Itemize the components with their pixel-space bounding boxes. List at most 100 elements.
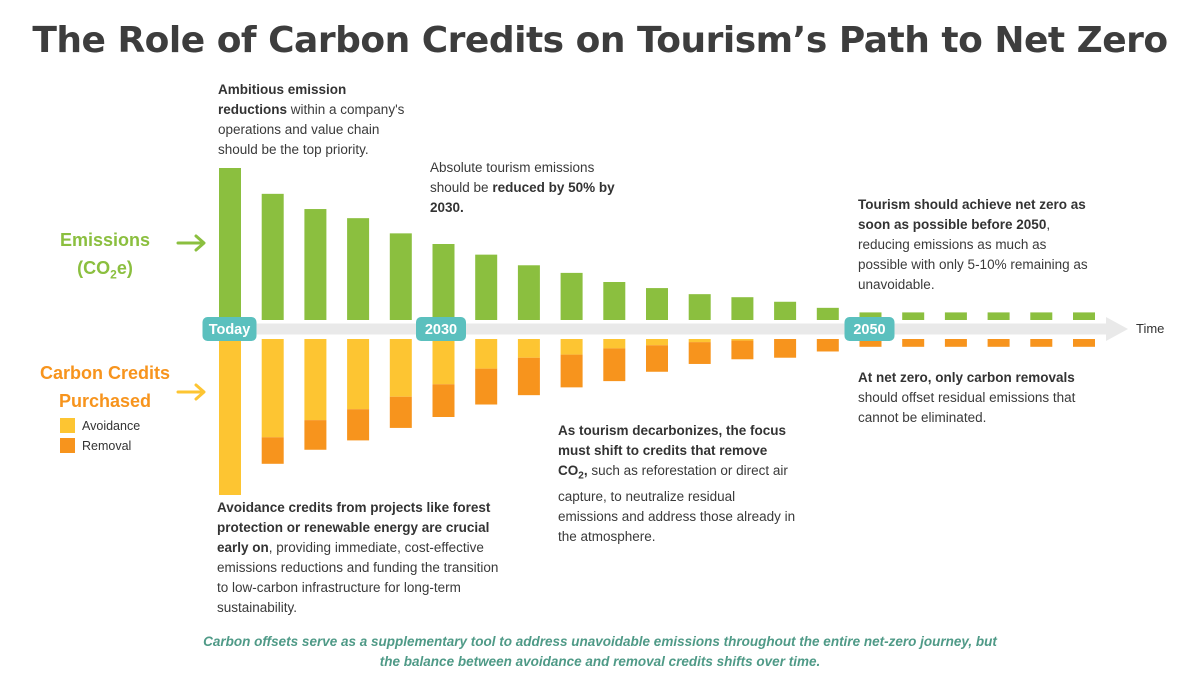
avoidance-bar: [731, 339, 754, 341]
removal-bar: [517, 357, 540, 396]
legend-removal-swatch: [60, 438, 75, 453]
emissions-bar: [219, 168, 241, 320]
emissions-bar: [560, 272, 583, 320]
timeline-2030-text: 2030: [425, 322, 457, 338]
emissions-bar: [304, 209, 327, 320]
timeline-arrowhead: [1106, 317, 1128, 341]
removal-bar: [432, 384, 455, 417]
removal-bar: [603, 348, 626, 382]
emissions-bar: [603, 282, 626, 320]
note-removal-bold: As tourism decarbonizes, the focus must …: [558, 423, 787, 478]
removal-bar: [1073, 339, 1095, 347]
emissions-bar: [688, 294, 711, 320]
avoidance-bar: [219, 339, 241, 495]
emissions-bar: [774, 301, 797, 320]
note-2030: Absolute tourism emissions should be red…: [430, 158, 615, 218]
timeline-2050-pill: [844, 317, 895, 341]
note-2050-text: , reducing emissions as much as possible…: [858, 217, 1088, 292]
emissions-bar: [1030, 312, 1053, 320]
emissions-bar: [432, 244, 455, 320]
removal-bar: [902, 339, 925, 347]
legend-avoidance: Avoidance: [60, 418, 140, 433]
removal-bar: [475, 368, 498, 405]
emissions-bar: [389, 233, 412, 320]
credits-label: Carbon Credits Purchased: [22, 359, 188, 415]
page-title: The Role of Carbon Credits on Tourism’s …: [32, 20, 1168, 61]
avoidance-bar: [646, 339, 668, 346]
removal-bar: [304, 420, 327, 450]
emissions-label: Emissions (CO2e): [40, 226, 170, 289]
note-2050-bold: Tourism should achieve net zero as soon …: [858, 197, 1086, 232]
avoidance-bar: [517, 339, 540, 358]
note-avoidance-bold: Avoidance credits from projects like for…: [217, 500, 491, 555]
note-priority: Ambitious emission reductions within a c…: [218, 80, 418, 160]
legend-removal: Removal: [60, 438, 131, 453]
avoidance-bar: [560, 339, 583, 355]
note-2050: Tourism should achieve net zero as soon …: [858, 195, 1098, 295]
emissions-bar: [731, 297, 754, 320]
note-priority-bold: Ambitious emission reductions: [218, 82, 347, 117]
note-net-zero-text: should offset residual emissions that ca…: [858, 390, 1076, 425]
avoidance-bar: [347, 339, 370, 410]
time-axis-label: Time: [1136, 321, 1165, 336]
timeline-today-pill: [202, 317, 257, 341]
avoidance-bar: [603, 339, 626, 349]
note-2030-bold: reduced by 50% by 2030.: [430, 180, 615, 215]
removal-bar: [731, 340, 754, 360]
legend-avoidance-swatch: [60, 418, 75, 433]
note-net-zero: At net zero, only carbon removals should…: [858, 368, 1103, 428]
emissions-label-line1: Emissions: [59, 230, 151, 250]
avoidance-bar: [389, 339, 412, 397]
timeline-2030: 2030: [416, 317, 466, 341]
emissions-bar: [816, 307, 839, 320]
avoidance-bar: [304, 339, 327, 421]
emissions-bar: [261, 193, 284, 320]
emissions-bar: [987, 312, 1010, 320]
emissions-bar: [347, 218, 370, 320]
note-removal-text: such as reforestation or direct air capt…: [558, 463, 796, 544]
emissions-arrow-icon: [176, 234, 206, 252]
timeline-2050: 2050: [844, 317, 895, 341]
avoidance-bar: [688, 339, 711, 343]
timeline-today-text: Today: [209, 322, 251, 338]
removal-bar: [816, 339, 839, 352]
timeline-2030-pill: [416, 317, 466, 341]
timeline-today: Today: [202, 317, 257, 341]
emissions-co2-text: (CO: [77, 258, 111, 278]
removal-bar: [389, 396, 412, 428]
removal-bar: [859, 339, 882, 347]
removal-bar: [688, 342, 711, 364]
legend-avoidance-label: Avoidance: [82, 418, 141, 433]
note-2030-text: Absolute tourism emissions should be: [430, 160, 595, 195]
note-removal-shift: As tourism decarbonizes, the focus must …: [558, 421, 798, 547]
emissions-bar: [902, 312, 925, 320]
legend-removal-label: Removal: [82, 438, 132, 453]
removal-bar: [944, 339, 967, 347]
avoidance-bar: [261, 339, 284, 438]
note-avoidance-text: , providing immediate, cost-effective em…: [217, 540, 499, 615]
emissions-co2-post: e): [116, 258, 133, 278]
note-avoidance: Avoidance credits from projects like for…: [217, 498, 502, 618]
emissions-bar: [475, 254, 498, 320]
avoidance-bar: [475, 339, 498, 369]
note-priority-text: within a company's operations and value …: [218, 102, 405, 157]
emissions-bar: [517, 265, 540, 320]
emissions-label-line2: (CO2e): [40, 254, 170, 289]
emissions-co2-sub: 2: [110, 267, 117, 282]
note-net-zero-bold: At net zero, only carbon removals: [858, 370, 1075, 385]
emissions-bar: [646, 288, 668, 320]
removal-bar: [560, 354, 583, 388]
removal-bar: [261, 437, 284, 464]
note-removal-co2-sub: 2: [578, 470, 584, 482]
footer-note: Carbon offsets serve as a supplementary …: [203, 634, 997, 669]
removal-bar: [774, 339, 797, 358]
removal-bar: [347, 409, 370, 441]
emissions-bar: [859, 312, 882, 320]
removal-bar: [1030, 339, 1053, 347]
note-removal-comma: ,: [583, 463, 588, 478]
emissions-bar: [944, 312, 967, 320]
removal-bar: [646, 345, 668, 372]
timeline-2050-text: 2050: [853, 322, 885, 338]
credits-arrow-icon: [176, 383, 206, 401]
